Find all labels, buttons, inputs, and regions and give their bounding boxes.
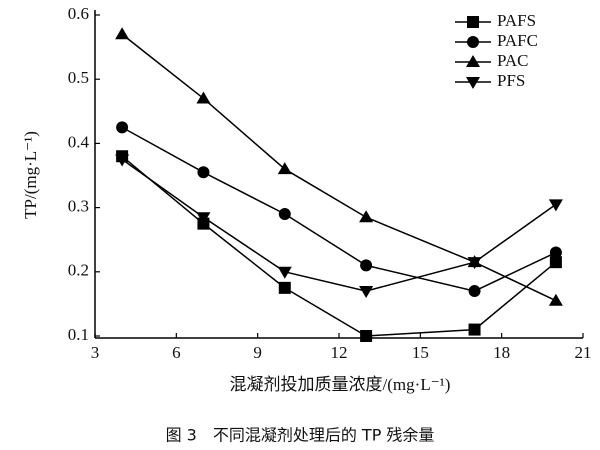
marker bbox=[359, 210, 374, 223]
marker bbox=[468, 323, 481, 336]
legend-label: PAFS bbox=[497, 11, 536, 30]
marker bbox=[548, 293, 563, 306]
caption: 图 3 不同混凝剂处理后的 TP 残余量 bbox=[166, 426, 435, 445]
y-tick-label: 0.4 bbox=[68, 132, 90, 151]
x-tick-label: 3 bbox=[91, 343, 100, 362]
x-axis-label: 混凝剂投加质量浓度/(mg·L⁻¹) bbox=[230, 375, 451, 394]
marker bbox=[196, 91, 211, 104]
legend-marker bbox=[467, 16, 479, 28]
marker bbox=[115, 154, 130, 167]
marker bbox=[116, 121, 129, 134]
x-tick-label: 18 bbox=[493, 343, 510, 362]
y-tick-label: 0.5 bbox=[68, 68, 89, 87]
marker bbox=[548, 199, 563, 212]
marker bbox=[468, 285, 481, 298]
marker bbox=[196, 212, 211, 225]
x-tick-label: 21 bbox=[575, 343, 592, 362]
x-tick-label: 15 bbox=[412, 343, 429, 362]
legend-label: PAC bbox=[497, 51, 529, 70]
legend-marker bbox=[467, 36, 479, 48]
y-tick-label: 0.6 bbox=[68, 4, 89, 23]
legend-marker bbox=[466, 55, 480, 67]
marker bbox=[360, 259, 373, 272]
y-tick-label: 0.2 bbox=[68, 261, 89, 280]
y-tick-label: 0.1 bbox=[68, 325, 89, 344]
marker bbox=[277, 162, 292, 175]
series-line bbox=[121, 155, 557, 337]
legend-label: PFS bbox=[497, 71, 525, 90]
y-axis-label: TP/(mg·L⁻¹) bbox=[21, 131, 40, 219]
series-line bbox=[121, 33, 557, 302]
x-tick-label: 12 bbox=[331, 343, 348, 362]
marker bbox=[277, 266, 292, 279]
legend-marker bbox=[466, 77, 480, 89]
marker bbox=[360, 330, 373, 342]
legend-label: PAFC bbox=[497, 31, 538, 50]
marker bbox=[359, 286, 374, 299]
marker bbox=[467, 257, 482, 270]
x-tick-label: 9 bbox=[253, 343, 262, 362]
marker bbox=[115, 27, 130, 40]
x-tick-label: 6 bbox=[172, 343, 181, 362]
marker bbox=[197, 166, 210, 179]
series-line bbox=[121, 126, 557, 292]
marker bbox=[549, 246, 562, 259]
marker bbox=[549, 256, 562, 269]
marker bbox=[278, 281, 291, 294]
series-line bbox=[121, 158, 557, 292]
marker bbox=[278, 208, 291, 221]
y-tick-label: 0.3 bbox=[68, 197, 89, 216]
